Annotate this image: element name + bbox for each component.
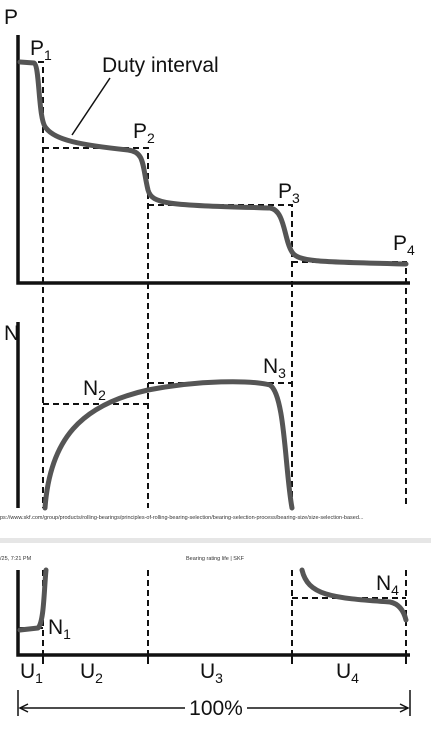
page-break	[0, 530, 431, 565]
power-axis-label: P	[4, 6, 18, 29]
power-axis	[16, 35, 410, 285]
print-datetime: /25, 7:21 PM	[0, 556, 32, 562]
speed-curve	[299, 567, 409, 623]
symbol: U	[200, 660, 215, 683]
page-title: Bearing rating life | SKF	[186, 556, 245, 562]
intervals-label: U4	[336, 660, 359, 686]
speed-curve	[42, 379, 295, 511]
subscript: 2	[98, 387, 106, 403]
symbol: U	[20, 660, 35, 683]
ticks	[42, 655, 407, 664]
symbol: P	[278, 180, 292, 203]
power-levels-label: P3	[278, 180, 300, 206]
annotation-leader	[71, 77, 111, 136]
symbol: N	[263, 355, 278, 378]
annotation: Duty interval	[102, 54, 219, 77]
subscript: 3	[278, 365, 286, 381]
speeds-label: N4	[376, 572, 399, 598]
speed-curve	[17, 567, 49, 633]
symbol: U	[336, 660, 351, 683]
dashed-guides	[18, 61, 407, 655]
power-levels-label: P4	[393, 232, 415, 258]
intervals-label: U2	[80, 660, 103, 686]
subscript: 2	[147, 130, 155, 146]
page-separator	[0, 538, 431, 543]
subscript: 4	[391, 582, 399, 598]
total-span	[17, 690, 411, 716]
speed-axis	[16, 570, 410, 657]
symbol: P	[393, 232, 407, 255]
symbol: N	[83, 377, 98, 400]
power-curve	[17, 59, 409, 267]
speeds-label: N1	[48, 616, 71, 642]
intervals-label: U1	[20, 660, 43, 686]
speeds-label: N2	[83, 377, 106, 403]
intervals-label: U3	[200, 660, 223, 686]
symbol: N	[48, 616, 63, 639]
power-levels-label: P1	[30, 37, 52, 63]
subscript: 3	[215, 670, 223, 686]
symbol: N	[376, 572, 391, 595]
subscript: 1	[35, 670, 43, 686]
subscript: 1	[44, 47, 52, 63]
subscript: 4	[407, 242, 415, 258]
subscript: 4	[351, 670, 359, 686]
symbol: P	[30, 37, 44, 60]
power-levels-label: P2	[133, 120, 155, 146]
symbol: U	[80, 660, 95, 683]
subscript: 3	[292, 190, 300, 206]
speeds-label: N3	[263, 355, 286, 381]
subscript: 2	[95, 670, 103, 686]
subscript: 1	[63, 626, 71, 642]
speed-axis-label: N	[4, 322, 19, 345]
url-footer: ps://www.skf.com/group/products/rolling-…	[0, 515, 364, 521]
symbol: P	[133, 120, 147, 143]
total-label: 100%	[189, 697, 243, 720]
